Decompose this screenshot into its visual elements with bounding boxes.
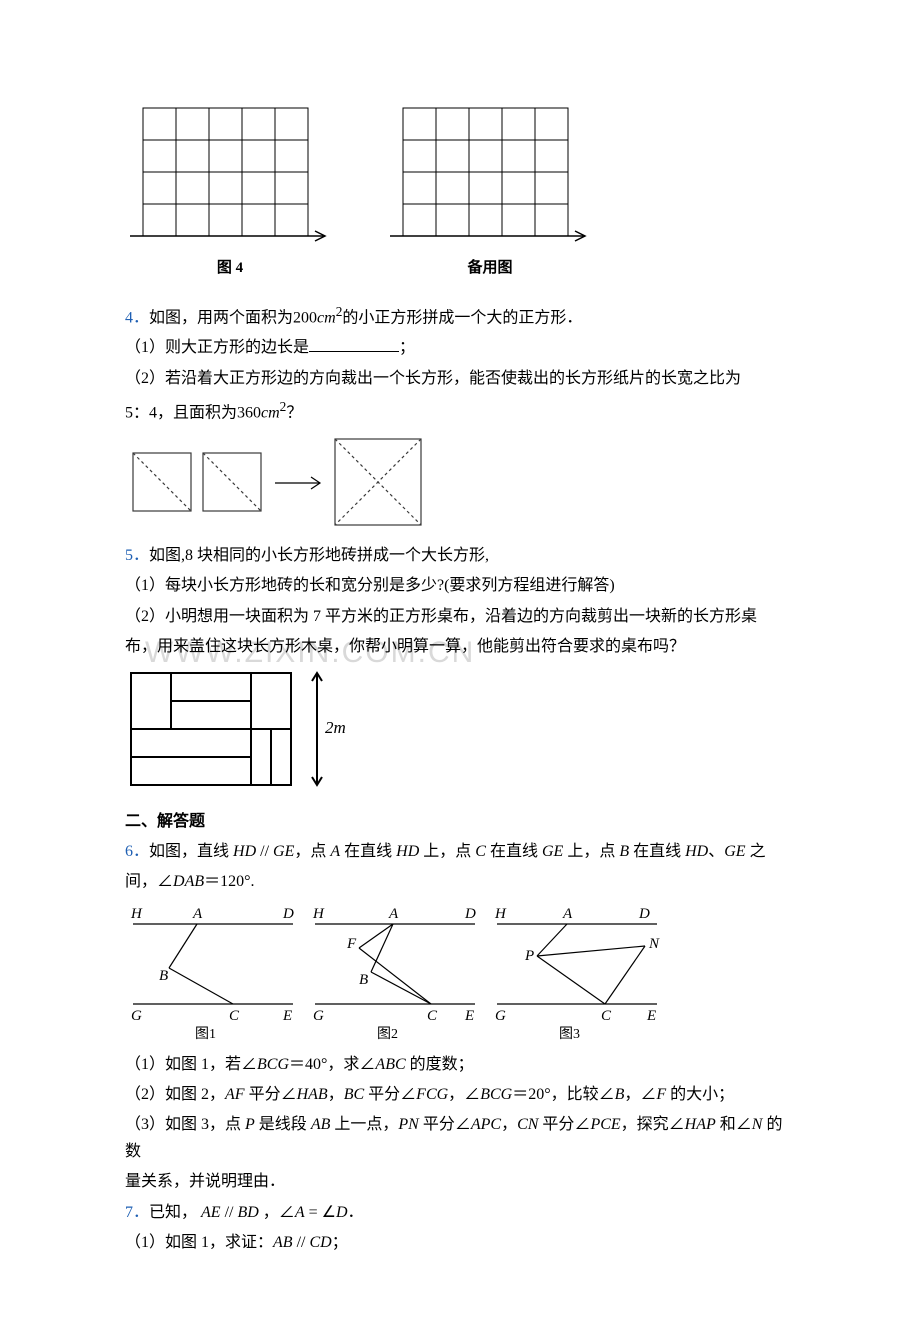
- q5-part3: 布，用来盖住这块长方形木桌，你帮小明算一算，他能剪出符合要求的桌布吗？: [125, 634, 795, 660]
- svg-text:C: C: [229, 1008, 240, 1024]
- q6-part1: （1）如图 1，若∠BCG＝40°，求∠ABC 的度数；: [125, 1052, 795, 1078]
- svg-text:H: H: [494, 906, 507, 922]
- svg-text:D: D: [282, 906, 294, 922]
- q6-part3a: （3）如图 3，点 P 是线段 AB 上一点，PN 平分∠APC，CN 平分∠P…: [125, 1112, 795, 1165]
- q4-line1: 4．如图，用两个面积为200cm2的小正方形拼成一个大的正方形．: [125, 301, 795, 332]
- label-spare: 备用图: [385, 256, 595, 281]
- grid-figure-labels: 图 4 备用图: [125, 256, 795, 281]
- svg-text:P: P: [524, 948, 534, 964]
- svg-text:C: C: [601, 1008, 612, 1024]
- svg-text:G: G: [131, 1008, 142, 1024]
- q4-figure: [125, 433, 795, 533]
- q4-part3: 5：4，且面积为360cm2？: [125, 396, 795, 427]
- blank-field: [309, 335, 399, 352]
- svg-text:C: C: [427, 1008, 438, 1024]
- svg-text:A: A: [562, 906, 573, 922]
- svg-text:G: G: [495, 1008, 506, 1024]
- q7-part1: （1）如图 1，求证：AB // CD；: [125, 1230, 795, 1256]
- svg-text:H: H: [130, 906, 143, 922]
- svg-text:A: A: [192, 906, 203, 922]
- svg-text:A: A: [388, 906, 399, 922]
- q6-figures: H A D B G C E 图1 H A D F B G C E 图2: [125, 902, 795, 1042]
- q5-part2: （2）小明想用一块面积为 7 平方米的正方形桌布，沿着边的方向裁剪出一块新的长方…: [125, 604, 795, 630]
- svg-text:E: E: [464, 1008, 474, 1024]
- grid-figure-spare: [385, 100, 595, 248]
- svg-text:B: B: [359, 972, 368, 988]
- q5-number: 5．: [125, 547, 149, 564]
- q6-part3b: 量关系，并说明理由．: [125, 1169, 795, 1195]
- svg-text:F: F: [346, 936, 357, 952]
- svg-text:图1: 图1: [195, 1027, 216, 1042]
- q6-line1: 6．如图，直线 HD // GE，点 A 在直线 HD 上，点 C 在直线 GE…: [125, 839, 795, 865]
- q7-number: 7．: [125, 1204, 149, 1221]
- svg-text:D: D: [638, 906, 650, 922]
- q6-part2: （2）如图 2，AF 平分∠HAB，BC 平分∠FCG，∠BCG＝20°，比较∠…: [125, 1082, 795, 1108]
- grid-figure-4: [125, 100, 335, 248]
- q4-part2: （2）若沿着大正方形边的方向裁出一个长方形，能否使裁出的长方形纸片的长宽之比为: [125, 366, 795, 392]
- q5-figure: 2m: [125, 667, 795, 795]
- svg-text:G: G: [313, 1008, 324, 1024]
- svg-text:图3: 图3: [559, 1027, 580, 1042]
- label-fig4: 图 4: [125, 256, 335, 281]
- svg-text:图2: 图2: [377, 1027, 398, 1042]
- q5-line1: 5．如图,8 块相同的小长方形地砖拼成一个大长方形,: [125, 543, 795, 569]
- svg-text:H: H: [312, 906, 325, 922]
- svg-text:N: N: [648, 936, 660, 952]
- q7-line1: 7．已知， AE // BD ，∠A = ∠D．: [125, 1200, 795, 1226]
- svg-text:E: E: [646, 1008, 656, 1024]
- q4-part1: （1）则大正方形的边长是；: [125, 335, 795, 361]
- figure-row-grids: [125, 100, 795, 248]
- dim-label: 2m: [325, 718, 346, 737]
- document-page: 图 4 备用图 4．如图，用两个面积为200cm2的小正方形拼成一个大的正方形．…: [0, 0, 920, 1320]
- section-2-heading: 二、解答题: [125, 809, 795, 835]
- svg-text:E: E: [282, 1008, 292, 1024]
- q4-number: 4．: [125, 309, 149, 326]
- q5-part1: （1）每块小长方形地砖的长和宽分别是多少?(要求列方程组进行解答): [125, 573, 795, 599]
- q6-number: 6．: [125, 843, 149, 860]
- q6-line2: 间，∠DAB＝120°.: [125, 869, 795, 895]
- svg-text:D: D: [464, 906, 476, 922]
- svg-text:B: B: [159, 968, 168, 984]
